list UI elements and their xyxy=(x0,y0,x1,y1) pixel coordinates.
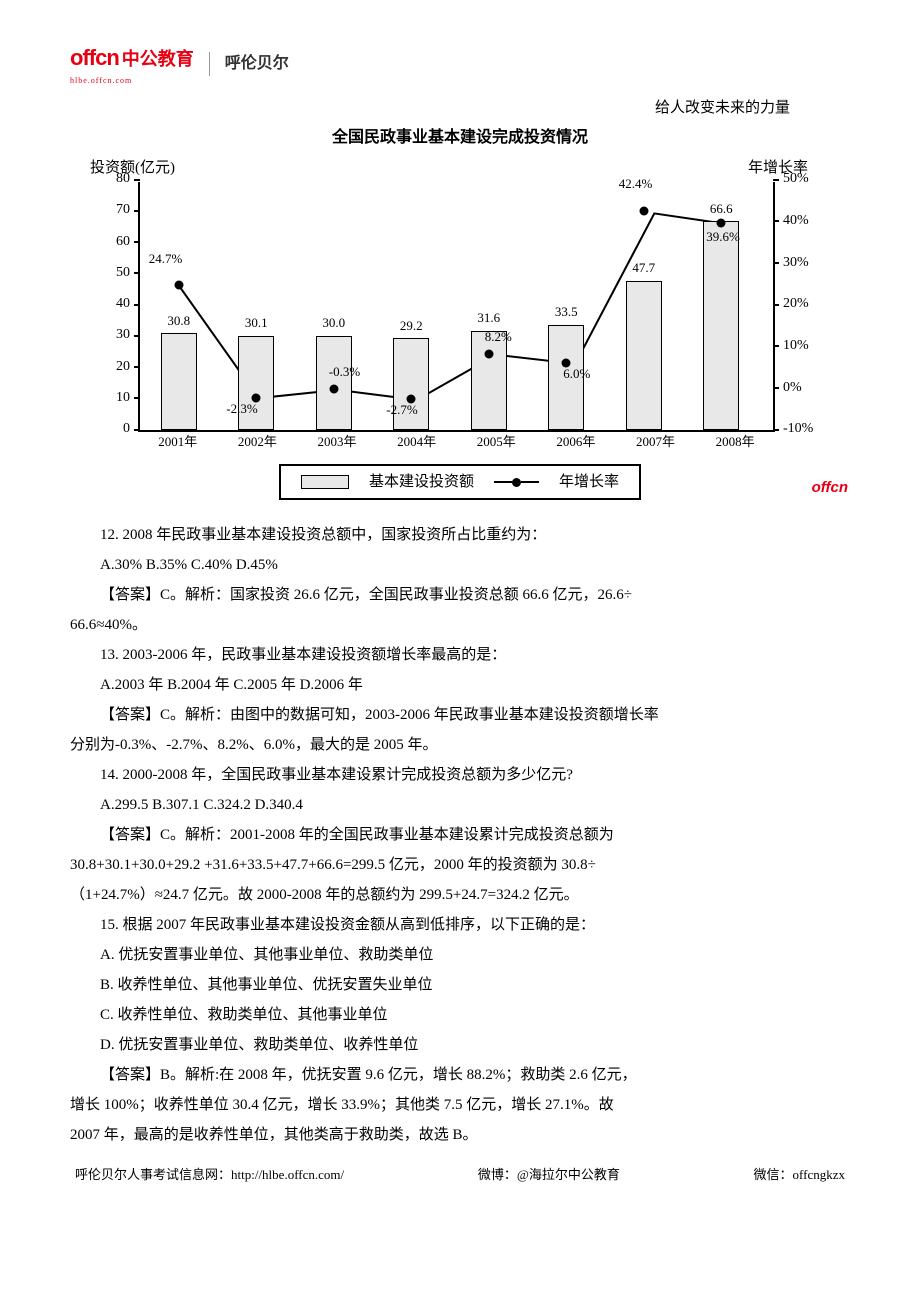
legend-bar-icon xyxy=(301,475,349,489)
chart-legend: 基本建设投资额 年增长率 xyxy=(279,464,641,500)
q14-options: A.299.5 B.307.1 C.324.2 D.340.4 xyxy=(70,790,850,820)
x-axis: 2001年2002年2003年2004年2005年2006年2007年2008年 xyxy=(138,432,775,453)
growth-rate-label: 39.6% xyxy=(706,227,740,248)
q14-answer3: （1+24.7%）≈24.7 亿元。故 2000-2008 年的总额约为 299… xyxy=(70,880,850,910)
growth-rate-label: -2.3% xyxy=(226,399,257,420)
footer-wechat: 微信：offcngkzx xyxy=(754,1165,845,1186)
chart-plot: 30.8 24.7% 30.1 -2.3% 30.0 -0.3% 29.2 -2.7% 31.6… xyxy=(138,182,775,432)
q15-d: D. 优抚安置事业单位、救助类单位、收养性单位 xyxy=(70,1030,850,1060)
q15-text: 15. 根据 2007 年民政事业基本建设投资金额从高到低排序，以下正确的是： xyxy=(70,910,850,940)
growth-rate-label: 42.4% xyxy=(619,174,653,195)
chart-container: 全国民政事业基本建设完成投资情况 投资额(亿元) 年增长率 0102030405… xyxy=(70,125,850,500)
x-axis-label: 2007年 xyxy=(616,432,696,453)
bar-value-label: 29.2 xyxy=(386,316,436,337)
footer-weibo: 微博：@海拉尔中公教育 xyxy=(478,1165,620,1186)
q12-answer: 【答案】C。解析：国家投资 26.6 亿元，全国民政事业投资总额 66.6 亿元… xyxy=(70,580,850,610)
q13-text: 13. 2003-2006 年，民政事业基本建设投资额增长率最高的是： xyxy=(70,640,850,670)
x-axis-label: 2003年 xyxy=(297,432,377,453)
x-axis-label: 2004年 xyxy=(377,432,457,453)
q13-answer: 【答案】C。解析：由图中的数据可知，2003-2006 年民政事业基本建设投资额… xyxy=(70,700,850,730)
chart-marker xyxy=(174,281,183,290)
bar-value-label: 47.7 xyxy=(619,258,669,279)
q14-answer: 【答案】C。解析：2001-2008 年的全国民政事业基本建设累计完成投资总额为 xyxy=(70,820,850,850)
q12-answer2: 66.6≈40%。 xyxy=(70,610,850,640)
tagline: 给人改变未来的力量 xyxy=(70,96,850,120)
y-axis-left: 01020304050607080 xyxy=(90,182,138,432)
page-header: offcn 中公教育 hlbe.offcn.com 呼伦贝尔 xyxy=(70,40,850,88)
logo-subtitle: hlbe.offcn.com xyxy=(70,75,194,88)
q15-answer2: 增长 100%；收养性单位 30.4 亿元，增长 33.9%；其他类 7.5 亿… xyxy=(70,1090,850,1120)
logo-divider xyxy=(209,52,210,76)
q13-answer2: 分别为-0.3%、-2.7%、8.2%、6.0%，最大的是 2005 年。 xyxy=(70,730,850,760)
question-content: 12. 2008 年民政事业基本建设投资总额中，国家投资所占比重约为： A.30… xyxy=(70,520,850,1150)
bar-value-label: 30.1 xyxy=(231,313,281,334)
footer-site: 呼伦贝尔人事考试信息网：http://hlbe.offcn.com/ xyxy=(75,1165,344,1186)
growth-rate-label: 8.2% xyxy=(485,327,512,348)
growth-line xyxy=(140,182,773,430)
x-axis-label: 2002年 xyxy=(218,432,298,453)
legend-line-icon xyxy=(494,478,539,487)
watermark: offcn xyxy=(812,476,848,500)
growth-rate-label: 24.7% xyxy=(149,249,183,270)
chart-marker xyxy=(484,349,493,358)
chart-bar xyxy=(703,221,739,429)
x-axis-label: 2001年 xyxy=(138,432,218,453)
q15-a: A. 优抚安置事业单位、其他事业单位、救助类单位 xyxy=(70,940,850,970)
y-left-label: 投资额(亿元) xyxy=(90,156,175,180)
growth-rate-label: -0.3% xyxy=(329,362,360,383)
legend-line-label: 年增长率 xyxy=(559,470,619,494)
chart-area: 01020304050607080 30.8 24.7% 30.1 -2.3% 30.0… xyxy=(90,182,830,432)
chart-marker xyxy=(329,385,338,394)
q14-text: 14. 2000-2008 年，全国民政事业基本建设累计完成投资总额为多少亿元? xyxy=(70,760,850,790)
q12-options: A.30% B.35% C.40% D.45% xyxy=(70,550,850,580)
q14-answer2: 30.8+30.1+30.0+29.2 +31.6+33.5+47.7+66.6… xyxy=(70,850,850,880)
legend-bar-label: 基本建设投资额 xyxy=(369,470,474,494)
y-axis-right: -10%0%10%20%30%40%50% xyxy=(775,182,830,432)
x-axis-label: 2008年 xyxy=(695,432,775,453)
q15-answer: 【答案】B。解析:在 2008 年，优抚安置 9.6 亿元，增长 88.2%；救… xyxy=(70,1060,850,1090)
chart-marker xyxy=(639,207,648,216)
q15-b: B. 收养性单位、其他事业单位、优抚安置失业单位 xyxy=(70,970,850,1000)
x-axis-label: 2006年 xyxy=(536,432,616,453)
chart-marker xyxy=(717,218,726,227)
bar-value-label: 33.5 xyxy=(541,302,591,323)
bar-value-label: 30.8 xyxy=(154,311,204,332)
growth-rate-label: -2.7% xyxy=(386,400,417,421)
logo-chinese: 中公教育 xyxy=(122,45,194,74)
q12-text: 12. 2008 年民政事业基本建设投资总额中，国家投资所占比重约为： xyxy=(70,520,850,550)
bar-value-label: 66.6 xyxy=(696,199,746,220)
chart-bar xyxy=(161,333,197,429)
chart-bar xyxy=(626,281,662,430)
x-axis-label: 2005年 xyxy=(457,432,537,453)
bar-value-label: 30.0 xyxy=(309,313,359,334)
chart-title: 全国民政事业基本建设完成投资情况 xyxy=(90,125,830,151)
q15-c: C. 收养性单位、救助类单位、其他事业单位 xyxy=(70,1000,850,1030)
logo-region: 呼伦贝尔 xyxy=(225,51,289,77)
growth-rate-label: 6.0% xyxy=(563,364,590,385)
q13-options: A.2003 年 B.2004 年 C.2005 年 D.2006 年 xyxy=(70,670,850,700)
logo: offcn 中公教育 hlbe.offcn.com xyxy=(70,40,194,88)
logo-latin: offcn xyxy=(70,40,119,75)
page-footer: 呼伦贝尔人事考试信息网：http://hlbe.offcn.com/ 微博：@海… xyxy=(70,1165,850,1186)
bar-value-label: 31.6 xyxy=(464,308,514,329)
q15-answer3: 2007 年，最高的是收养性单位，其他类高于救助类，故选 B。 xyxy=(70,1120,850,1150)
